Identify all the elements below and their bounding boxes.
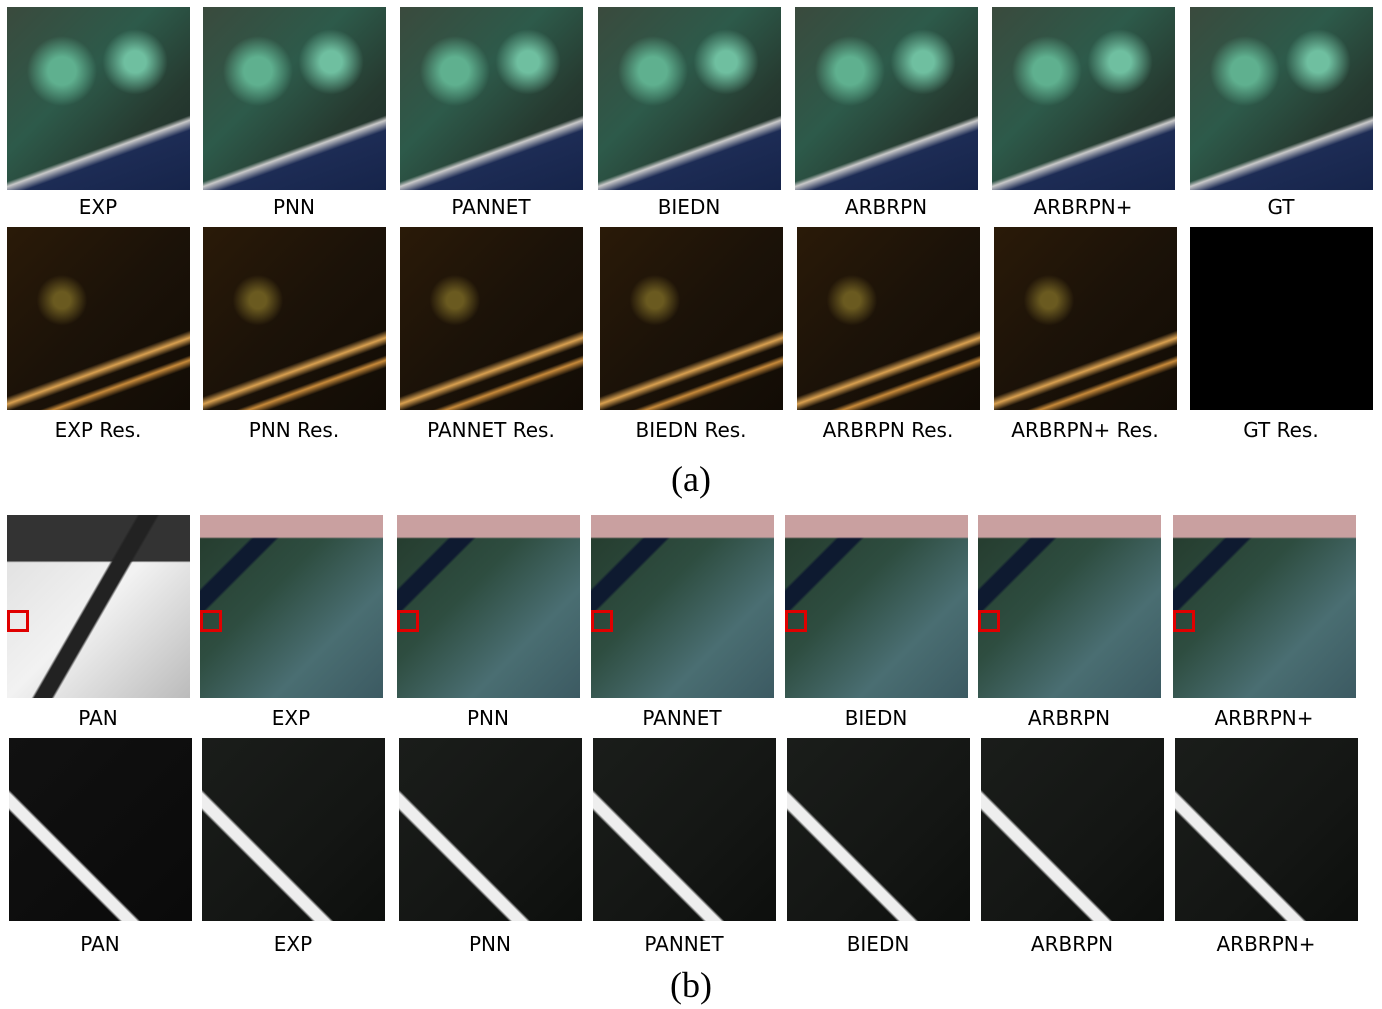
image-label: EXP (176, 706, 406, 730)
image (598, 7, 781, 190)
image-label: BIEDN (574, 195, 804, 219)
image-label: PNN Res. (179, 418, 409, 442)
image (202, 738, 385, 921)
zoom-box (978, 610, 1000, 632)
image-label: PNN (179, 195, 409, 219)
image (593, 738, 776, 921)
image (7, 7, 190, 190)
zoom-box (591, 610, 613, 632)
image-label: EXP (178, 932, 408, 956)
zoom-box (200, 610, 222, 632)
image (981, 738, 1164, 921)
zoom-box (1173, 610, 1195, 632)
caption: (a) (591, 458, 791, 500)
zoom-box (7, 610, 29, 632)
image (787, 738, 970, 921)
image (795, 7, 978, 190)
image (785, 515, 968, 698)
image-label: GT Res. (1166, 418, 1382, 442)
image-label: GT (1166, 195, 1382, 219)
image (9, 738, 192, 921)
image (797, 227, 980, 410)
image (992, 7, 1175, 190)
image (400, 7, 583, 190)
image (200, 515, 383, 698)
image (7, 515, 190, 698)
image (591, 515, 774, 698)
image (978, 515, 1161, 698)
image (400, 227, 583, 410)
image-label: PANNET (376, 195, 606, 219)
image (397, 515, 580, 698)
image-label: PANNET Res. (376, 418, 606, 442)
image (1190, 227, 1373, 410)
image (203, 7, 386, 190)
image (203, 227, 386, 410)
image (1190, 7, 1373, 190)
image (399, 738, 582, 921)
figure: (a) (b) EXPPNNPANNETBIEDNARBRPNARBRPN+GT… (0, 0, 1382, 1009)
image-label: ARBRPN+ (968, 195, 1198, 219)
caption: (b) (591, 964, 791, 1006)
image-label: ARBRPN+ (1149, 706, 1379, 730)
image (7, 227, 190, 410)
image-label: BIEDN Res. (576, 418, 806, 442)
image (600, 227, 783, 410)
image (1173, 515, 1356, 698)
zoom-box (785, 610, 807, 632)
image-label: ARBRPN Res. (773, 418, 1003, 442)
image-label: ARBRPN+ (1151, 932, 1381, 956)
zoom-box (397, 610, 419, 632)
image (1175, 738, 1358, 921)
image-label: ARBRPN (771, 195, 1001, 219)
image (994, 227, 1177, 410)
